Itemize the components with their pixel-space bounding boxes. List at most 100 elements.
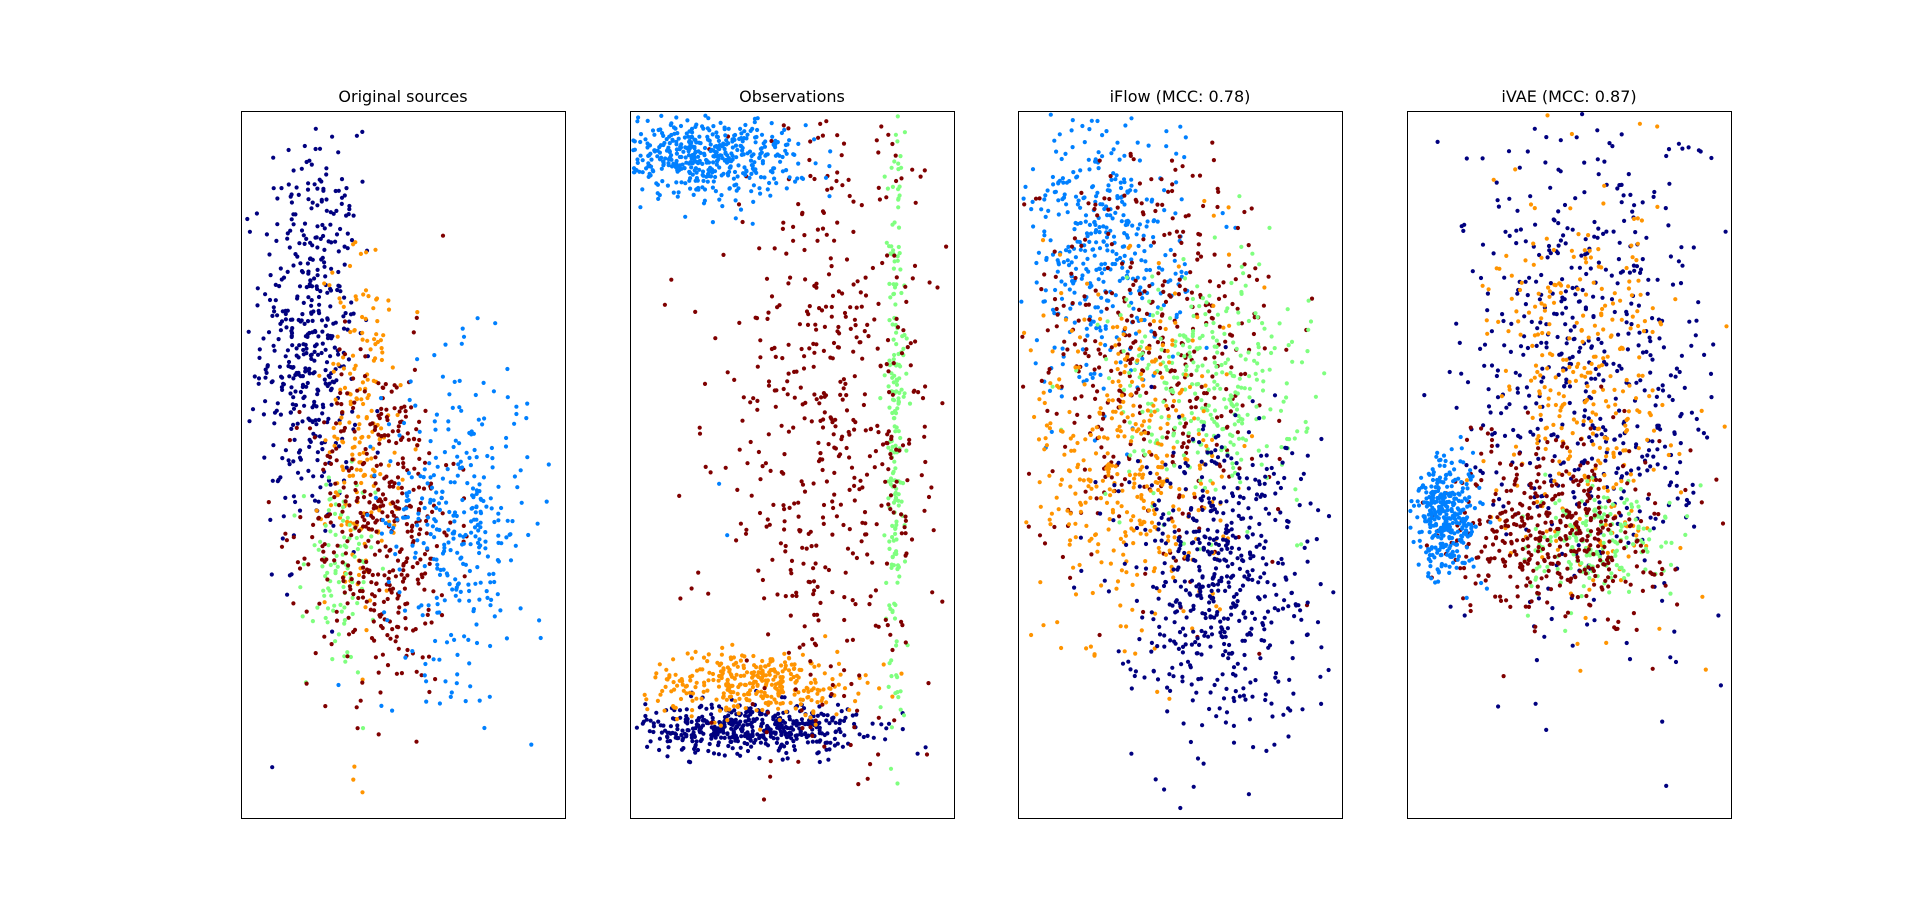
scatter-point (718, 120, 723, 125)
scatter-point (725, 171, 730, 176)
scatter-point (379, 357, 384, 363)
scatter-point (1105, 451, 1110, 456)
scatter-point (352, 422, 358, 427)
scatter-point (721, 691, 726, 696)
scatter-point (399, 547, 404, 552)
scatter-point (677, 678, 682, 683)
scatter-point (674, 115, 679, 120)
scatter-point (730, 746, 735, 751)
scatter-point (751, 396, 756, 401)
scatter-point (1130, 582, 1135, 587)
scatter-point (1087, 127, 1092, 132)
scatter-point (389, 389, 394, 394)
scatter-point (896, 362, 902, 367)
scatter-point (1105, 248, 1110, 253)
scatter-point (1130, 413, 1135, 418)
scatter-point (1083, 248, 1088, 253)
scatter-point (706, 591, 711, 596)
scatter-point (728, 655, 733, 660)
scatter-point (415, 357, 420, 362)
scatter-point (407, 503, 412, 508)
scatter-point (1083, 500, 1088, 505)
scatter-point (425, 481, 430, 486)
scatter-point (913, 339, 918, 344)
scatter-point (877, 686, 882, 691)
scatter-point (767, 670, 772, 675)
scatter-point (1100, 154, 1105, 159)
scatter-point (754, 708, 759, 713)
scatter-point (1203, 356, 1208, 361)
scatter-point (891, 337, 896, 342)
scatter-point (341, 584, 346, 590)
scatter-point (815, 713, 820, 718)
scatter-point (1053, 287, 1058, 293)
scatter-point (662, 708, 667, 713)
scatter-point (291, 212, 296, 217)
scatter-point (1167, 293, 1172, 298)
scatter-point (692, 746, 697, 752)
scatter-point (1125, 415, 1130, 420)
scatter-point (1093, 305, 1098, 310)
scatter-point (339, 177, 345, 182)
scatter-point (1159, 177, 1164, 182)
scatter-point (1098, 496, 1103, 501)
scatter-point (301, 352, 306, 357)
scatter-point (411, 436, 416, 441)
scatter-point (403, 602, 408, 607)
scatter-point (372, 427, 377, 432)
scatter-point (748, 688, 753, 693)
scatter-point (470, 486, 476, 491)
scatter-point (1064, 202, 1069, 207)
scatter-point (420, 496, 425, 501)
scatter-point (1106, 376, 1112, 381)
scatter-point (735, 147, 740, 153)
scatter-point (431, 557, 436, 562)
scatter-point (1094, 228, 1099, 233)
scatter-point (836, 289, 841, 294)
scatter-point (1171, 431, 1176, 436)
scatter-point (287, 462, 292, 467)
scatter-point (754, 170, 759, 175)
scatter-point (335, 287, 340, 293)
scatter-point (748, 439, 753, 445)
scatter-point (796, 202, 801, 207)
scatter-point (1190, 173, 1195, 178)
scatter-point (758, 355, 763, 360)
scatter-point (859, 304, 864, 309)
scatter-point (328, 333, 333, 339)
scatter-point (811, 481, 816, 486)
scatter-point (1030, 199, 1035, 204)
scatter-point (1115, 428, 1120, 433)
scatter-point (1253, 266, 1258, 271)
scatter-point (886, 369, 891, 374)
scatter-point (328, 461, 334, 466)
scatter-point (1107, 196, 1112, 202)
scatter-point (369, 534, 374, 539)
scatter-point (1180, 494, 1186, 499)
scatter-point (1045, 328, 1050, 333)
scatter-point (384, 474, 389, 479)
scatter-point (693, 685, 698, 690)
scatter-point (1034, 260, 1039, 266)
scatter-point (1082, 195, 1087, 200)
scatter-point (830, 420, 835, 425)
scatter-point (275, 313, 280, 318)
scatter-point (764, 276, 770, 281)
scatter-point (306, 562, 311, 567)
scatter-point (315, 286, 320, 292)
scatter-point (1033, 196, 1039, 201)
scatter-point (1086, 157, 1091, 162)
scatter-point (668, 738, 673, 744)
scatter-point (1123, 222, 1128, 228)
scatter-point (440, 374, 445, 379)
scatter-point (1309, 296, 1315, 301)
scatter-point (1118, 313, 1123, 318)
scatter-point (762, 175, 767, 180)
scatter-point (645, 118, 650, 123)
scatter-point (1075, 202, 1080, 207)
scatter-point (691, 730, 696, 735)
scatter-point (309, 303, 314, 308)
scatter-point (488, 496, 493, 501)
scatter-point (1139, 317, 1144, 323)
scatter-point (376, 487, 381, 492)
